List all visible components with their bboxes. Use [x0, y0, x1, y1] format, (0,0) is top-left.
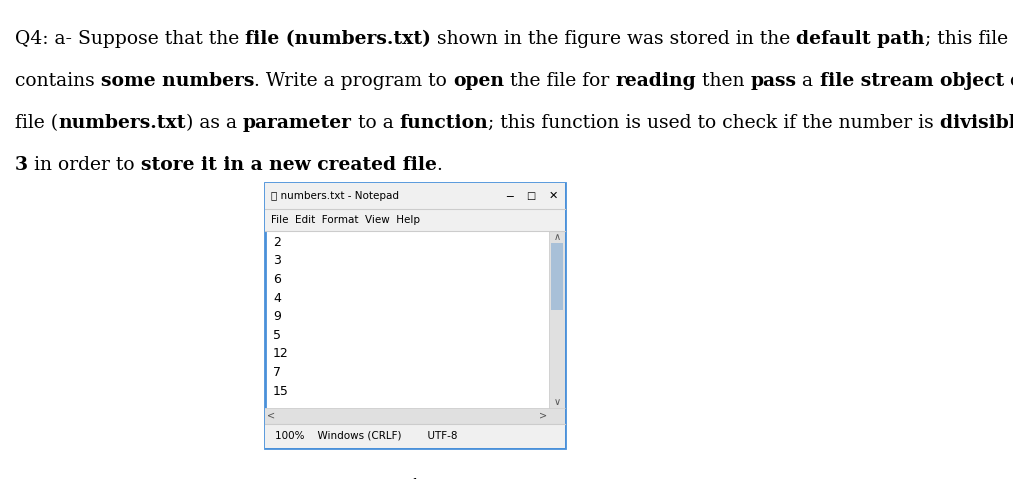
Text: Q4: a- Suppose that the: Q4: a- Suppose that the — [15, 30, 245, 48]
Bar — [551, 243, 563, 310]
Text: 🗎 numbers.txt - Notepad: 🗎 numbers.txt - Notepad — [271, 191, 399, 201]
Text: ; this function is used to check if the number is: ; this function is used to check if the … — [488, 114, 940, 132]
Text: reading: reading — [615, 72, 696, 90]
Text: 15: 15 — [272, 385, 289, 398]
Text: <: < — [267, 411, 276, 421]
Text: function: function — [399, 114, 488, 132]
Text: ─: ─ — [505, 191, 513, 201]
Text: the file for: the file for — [504, 72, 615, 90]
Text: in order to: in order to — [28, 156, 141, 174]
Text: a: a — [796, 72, 820, 90]
Text: file stream object: file stream object — [820, 72, 1004, 90]
Text: ∨: ∨ — [553, 397, 560, 407]
Text: pass: pass — [751, 72, 796, 90]
Text: then: then — [696, 72, 751, 90]
Text: File  Edit  Format  View  Help: File Edit Format View Help — [271, 215, 420, 225]
Text: ; this file: ; this file — [925, 30, 1008, 48]
Text: 100%    Windows (CRLF)        UTF-8: 100% Windows (CRLF) UTF-8 — [275, 431, 458, 441]
Text: file (numbers.txt): file (numbers.txt) — [245, 30, 432, 48]
Bar — [265, 408, 565, 424]
Text: numbers.txt: numbers.txt — [58, 114, 185, 132]
Text: default path: default path — [796, 30, 925, 48]
Text: .: . — [437, 156, 443, 174]
Text: 1: 1 — [409, 478, 421, 479]
Text: 2: 2 — [272, 236, 281, 249]
Text: 6: 6 — [272, 273, 281, 286]
Text: shown in the figure was stored in the: shown in the figure was stored in the — [432, 30, 796, 48]
Text: 5: 5 — [272, 329, 281, 342]
Bar — [265, 209, 565, 231]
Text: some numbers: some numbers — [100, 72, 254, 90]
Text: contains: contains — [15, 72, 100, 90]
Text: parameter: parameter — [243, 114, 352, 132]
Text: open: open — [453, 72, 504, 90]
Text: to a: to a — [352, 114, 399, 132]
Bar — [549, 231, 565, 408]
Text: ∧: ∧ — [553, 232, 560, 242]
Text: ) as a: ) as a — [185, 114, 243, 132]
Text: file (: file ( — [15, 114, 58, 132]
Text: 3: 3 — [15, 156, 28, 174]
Text: 7: 7 — [272, 366, 281, 379]
Text: □: □ — [527, 191, 536, 201]
Text: >: > — [539, 411, 547, 421]
Text: store it in a new created file: store it in a new created file — [141, 156, 437, 174]
Text: 12: 12 — [272, 347, 289, 361]
Bar — [265, 183, 565, 448]
Text: divisible by: divisible by — [940, 114, 1013, 132]
Bar — [265, 424, 565, 448]
Text: 4: 4 — [272, 292, 281, 305]
Text: of the: of the — [1004, 72, 1013, 90]
Text: 9: 9 — [272, 310, 281, 323]
Text: . Write a program to: . Write a program to — [254, 72, 453, 90]
Text: 3: 3 — [272, 254, 281, 267]
Bar — [265, 183, 565, 209]
Text: ✕: ✕ — [548, 191, 558, 201]
